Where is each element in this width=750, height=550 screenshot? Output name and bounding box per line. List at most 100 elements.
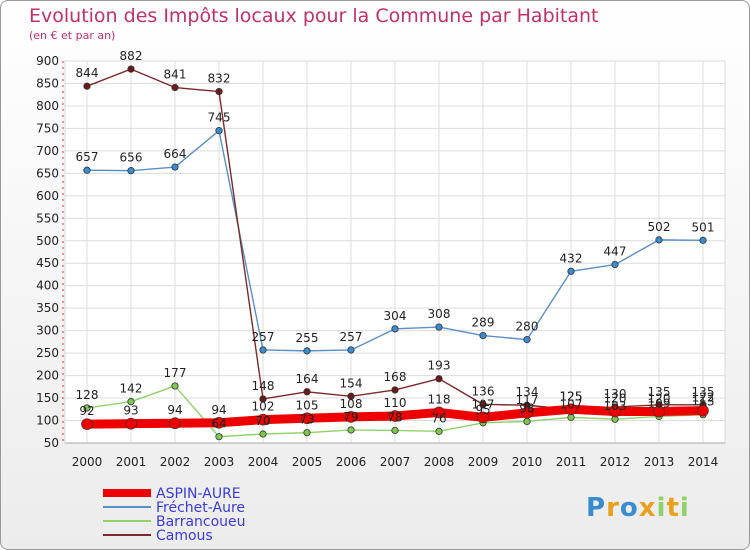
data-label: 136 (472, 384, 495, 398)
data-label: 447 (604, 245, 627, 259)
data-label: 745 (208, 111, 231, 125)
data-label: 108 (340, 397, 363, 411)
data-label: 841 (164, 68, 187, 82)
grid (64, 60, 726, 444)
data-point (521, 407, 533, 419)
data-label: 882 (120, 49, 143, 63)
data-point (435, 375, 443, 383)
data-label: 304 (384, 309, 407, 323)
data-point (127, 398, 135, 406)
data-label: 94 (167, 403, 182, 417)
data-label: 280 (516, 320, 539, 334)
x-tick-label: 2013 (644, 455, 675, 469)
data-point (653, 405, 665, 418)
data-label: 113 (692, 395, 715, 409)
y-tick-label: 150 (36, 391, 59, 405)
data-label: 73 (299, 413, 314, 427)
data-point (257, 413, 269, 426)
data-label: 107 (472, 397, 495, 411)
data-point (391, 386, 399, 394)
y-tick-label: 300 (36, 324, 59, 338)
data-point (477, 411, 489, 424)
y-tick-label: 900 (36, 54, 59, 68)
data-label: 657 (76, 150, 99, 164)
x-tick-label: 2011 (556, 455, 587, 469)
data-label: 844 (76, 66, 99, 80)
axes: 50 100 150 200 250 300 350 400 450 500 550 600 650 70… (36, 54, 725, 469)
data-label: 664 (164, 147, 187, 161)
legend-entry: Fréchet-Aure (156, 500, 245, 516)
y-tick-label: 750 (36, 121, 59, 135)
data-point (479, 331, 487, 340)
data-label: 125 (560, 389, 583, 403)
data-point (83, 166, 91, 174)
data-label: 832 (208, 72, 231, 86)
x-tick-label: 2007 (380, 455, 411, 469)
data-label: 109 (648, 396, 671, 410)
chart-subtitle: (en € et par an) (29, 29, 116, 42)
data-label: 164 (296, 372, 319, 386)
y-tick-label: 400 (36, 279, 59, 293)
y-tick-label: 600 (36, 189, 59, 203)
x-tick-label: 2010 (512, 455, 543, 469)
logo-letter: x (638, 493, 657, 523)
data-label: 148 (252, 379, 275, 393)
data-label: 135 (648, 385, 671, 399)
data-point (169, 417, 181, 430)
y-tick-label: 100 (36, 414, 59, 428)
data-point (391, 426, 399, 435)
data-point (303, 388, 311, 396)
data-point (259, 430, 267, 438)
x-tick-label: 2014 (688, 455, 719, 469)
data-point (565, 403, 577, 416)
data-point (389, 410, 401, 422)
chart-title: Evolution des Impôts locaux pour la Comm… (29, 5, 599, 27)
data-point (697, 404, 709, 417)
data-point (433, 406, 445, 419)
data-label: 102 (252, 400, 275, 414)
x-tick-label: 2005 (292, 455, 323, 469)
data-label: 103 (604, 399, 627, 413)
data-point (83, 404, 91, 412)
data-point (125, 417, 137, 430)
data-label: 64 (211, 417, 226, 431)
data-label: 130 (604, 387, 627, 401)
x-tick-label: 2000 (72, 455, 103, 469)
data-point (215, 127, 223, 135)
proxiti-logo: Proxiti (586, 493, 690, 523)
data-label: 154 (340, 376, 363, 390)
data-label: 289 (472, 316, 495, 330)
x-tick-label: 2001 (116, 455, 147, 469)
data-label: 128 (76, 388, 99, 402)
data-point (345, 411, 357, 423)
legend-entry: Camous (156, 528, 213, 544)
data-point (609, 405, 621, 418)
y-tick-label: 800 (36, 99, 59, 113)
data-point (699, 236, 707, 244)
y-tick-label: 650 (36, 166, 59, 180)
data-point (259, 395, 267, 403)
y-tick-label: 450 (36, 256, 59, 270)
data-label: 95 (475, 403, 490, 417)
data-label: 122 (692, 391, 715, 405)
data-label: 118 (428, 392, 451, 406)
logo-letter: r (606, 493, 620, 523)
x-tick-label: 2002 (160, 455, 191, 469)
data-label: 134 (516, 385, 539, 399)
data-label: 501 (692, 220, 715, 234)
logo-letter: t (666, 493, 680, 523)
data-point (171, 382, 179, 390)
x-tick-label: 2009 (468, 455, 499, 469)
data-label: 502 (648, 220, 671, 234)
data-point (435, 427, 443, 435)
data-point (83, 82, 91, 90)
data-label: 76 (431, 411, 446, 425)
data-label: 92 (79, 404, 94, 418)
data-point (347, 392, 355, 400)
data-label: 120 (604, 392, 627, 406)
data-point (567, 413, 575, 421)
data-point (479, 400, 487, 408)
